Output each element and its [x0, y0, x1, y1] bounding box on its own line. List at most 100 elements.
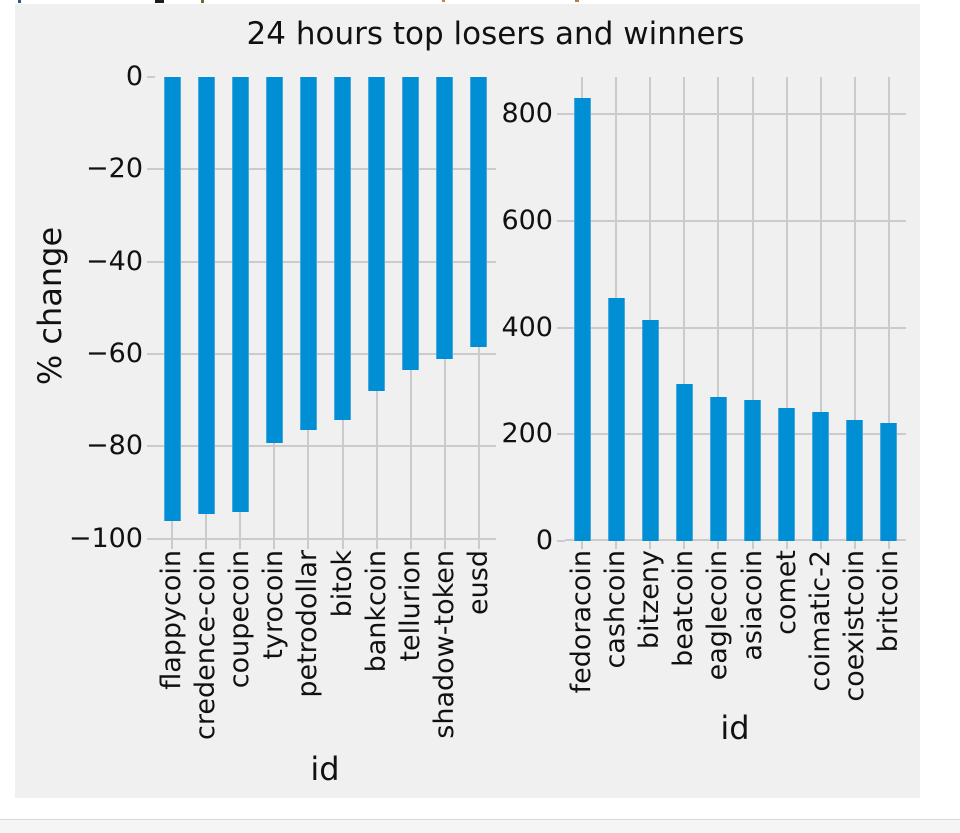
x-tick	[785, 541, 788, 549]
x-tick-label-flappycoin: flappycoin	[156, 550, 188, 690]
y-tick-label: 200	[501, 418, 553, 450]
x-tick-label-tyrocoin: tyrocoin	[258, 550, 290, 660]
x-tick	[853, 541, 856, 549]
x-tick-label-coexistcoin: coexistcoin	[838, 550, 870, 702]
bar-tyrocoin	[265, 77, 283, 443]
winners-bar-chart: 800 600 400 200 0 fedoracoin cashcoin bitzeny be…	[501, 77, 906, 702]
gridline-vertical	[751, 77, 754, 541]
bar-eusd	[470, 77, 488, 348]
bar-beatcoin	[675, 383, 693, 541]
gridline-horizontal	[565, 113, 906, 116]
bar-tellurion	[402, 77, 420, 370]
x-tick-label-shadow-token: shadow-token	[428, 550, 460, 739]
bar-coimatic-2	[812, 411, 830, 541]
y-tick-label: 0	[535, 525, 553, 556]
top-edge-artifact	[201, 0, 204, 3]
y-tick-label: −20	[86, 153, 143, 185]
gridline-horizontal	[565, 326, 906, 329]
gridline-vertical	[785, 77, 788, 541]
bar-bitzeny	[641, 319, 659, 541]
gridline-horizontal	[155, 537, 496, 540]
x-tick	[819, 541, 822, 549]
y-tick-label: 0	[125, 61, 143, 92]
x-tick-label-petrodollar: petrodollar	[292, 550, 324, 698]
x-tick	[171, 541, 174, 549]
bar-bitok	[334, 77, 352, 420]
gridline-vertical	[819, 77, 822, 541]
y-tick-label: −40	[86, 245, 143, 277]
gridline-vertical	[853, 77, 856, 541]
gridline-horizontal	[565, 220, 906, 222]
gridline-vertical	[649, 77, 652, 541]
gridline-horizontal	[155, 260, 496, 263]
x-axis-label-losers: id	[310, 750, 340, 788]
x-tick-label-coupecoin: coupecoin	[224, 550, 256, 689]
bar-petrodollar	[299, 77, 317, 430]
x-tick	[615, 541, 618, 549]
x-tick	[375, 541, 378, 549]
x-tick	[443, 541, 446, 549]
y-tick	[147, 76, 155, 78]
x-axis-label-winners: id	[720, 709, 750, 747]
x-tick-label-asiacoin: asiacoin	[736, 550, 768, 661]
x-tick-label-comet: comet	[770, 550, 802, 635]
x-tick-label-tellurion: tellurion	[394, 550, 426, 662]
x-tick-label-bankcoin: bankcoin	[360, 550, 392, 673]
y-tick	[557, 113, 565, 116]
x-tick	[717, 541, 720, 549]
bar-flappycoin	[163, 77, 181, 521]
x-tick	[341, 541, 344, 549]
bottom-panel-edge	[0, 819, 960, 833]
bar-bankcoin	[368, 77, 386, 392]
x-tick-label-bitzeny: bitzeny	[634, 550, 666, 650]
x-tick-label-fedoracoin: fedoracoin	[566, 550, 598, 694]
y-tick	[557, 433, 565, 436]
y-tick	[147, 445, 155, 448]
x-tick-label-coimatic-2: coimatic-2	[804, 550, 836, 692]
y-tick	[557, 220, 565, 222]
chart-title: 24 hours top losers and winners	[246, 16, 745, 52]
bar-eaglecoin	[709, 397, 727, 541]
x-tick-label-credence-coin: credence-coin	[190, 550, 222, 741]
x-tick	[477, 541, 480, 549]
y-tick-label: −80	[86, 430, 143, 462]
y-tick	[557, 326, 565, 329]
y-tick-label: −60	[86, 338, 143, 369]
x-tick	[307, 541, 310, 549]
y-tick-label: 800	[501, 98, 553, 130]
top-edge-artifact	[18, 0, 21, 3]
x-tick	[683, 541, 686, 549]
bar-shadow-token	[436, 77, 454, 359]
x-tick	[581, 541, 584, 549]
y-tick	[147, 168, 155, 171]
bar-cashcoin	[607, 297, 625, 541]
top-edge-artifact	[575, 0, 579, 2]
gridline-horizontal	[155, 353, 496, 355]
x-tick	[649, 541, 652, 549]
x-tick-label-eaglecoin: eaglecoin	[702, 550, 734, 681]
y-tick	[147, 537, 155, 540]
x-tick	[239, 541, 242, 549]
x-tick-label-cashcoin: cashcoin	[600, 550, 632, 669]
gridline-horizontal	[565, 433, 906, 436]
gridline-horizontal	[155, 445, 496, 448]
losers-bar-chart: 0 −20 −40 −60 −80 −100 flappycoin credence-coin…	[69, 63, 496, 740]
matplotlib-figure: 24 hours top losers and winners % change…	[15, 4, 920, 798]
top-edge-artifact	[155, 0, 164, 3]
x-tick-label-eusd: eusd	[462, 550, 494, 615]
bar-asiacoin	[744, 399, 762, 541]
x-tick	[273, 541, 276, 549]
gridline-vertical	[717, 77, 720, 541]
bar-britcoin	[880, 423, 898, 541]
bar-coupecoin	[231, 77, 249, 512]
top-edge-artifact	[442, 0, 445, 2]
y-tick	[557, 540, 565, 542]
y-tick	[147, 260, 155, 263]
x-tick-label-bitok: bitok	[326, 550, 358, 618]
x-tick	[751, 541, 754, 549]
x-tick-label-beatcoin: beatcoin	[668, 550, 700, 667]
gridline-vertical	[683, 77, 686, 541]
gridline-horizontal	[565, 539, 906, 541]
x-tick-label-britcoin: britcoin	[872, 550, 904, 653]
